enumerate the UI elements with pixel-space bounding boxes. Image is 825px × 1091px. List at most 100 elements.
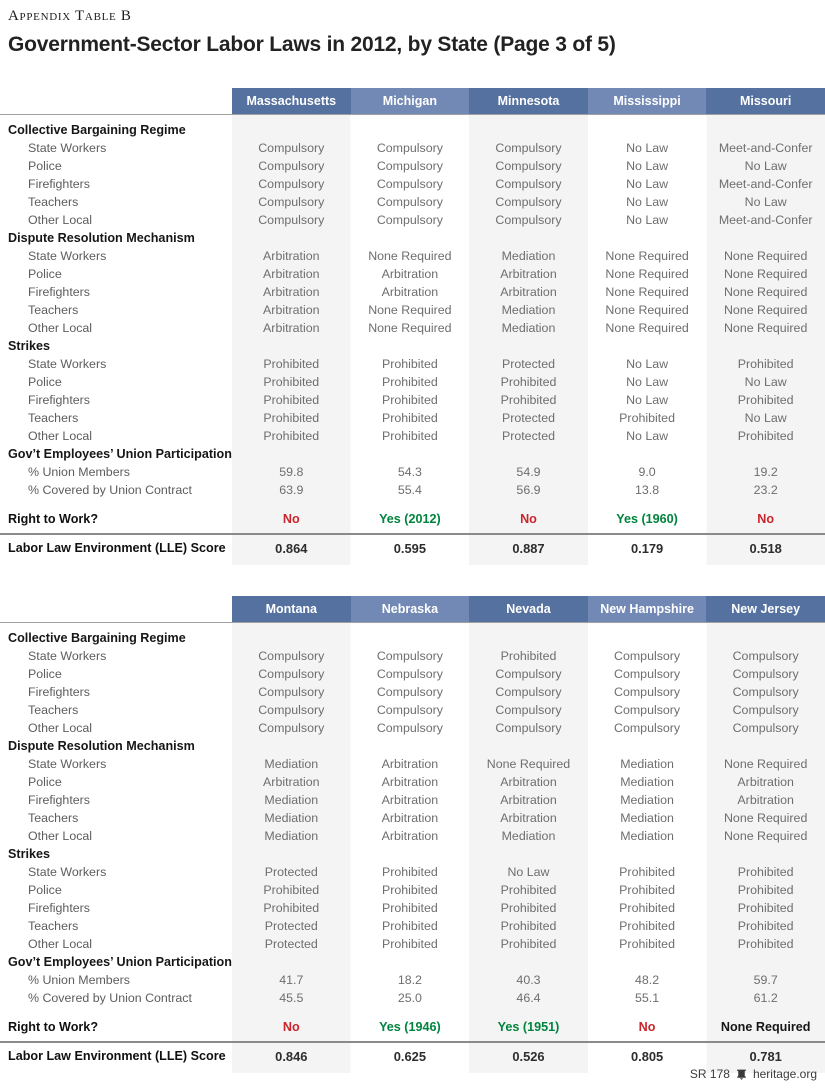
row-label: State Workers	[28, 757, 107, 771]
value-cell: Prohibited	[737, 357, 794, 371]
section-header-row: Dispute Resolution Mechanism	[0, 229, 825, 247]
value-cell: None Required	[723, 267, 808, 281]
value-cell: Prohibited	[381, 865, 438, 879]
value-cell: No Law	[626, 375, 669, 389]
lle-score-cell: 0.846	[275, 1048, 308, 1064]
value-cell: 18.2	[397, 973, 422, 987]
state-column-header: Michigan	[350, 88, 470, 114]
lle-score-row: Labor Law Environment (LLE) Score 0.846 0.…	[0, 1043, 825, 1069]
value-cell: Prohibited	[263, 375, 320, 389]
right-to-work-cell: No	[638, 1020, 656, 1034]
row-label: Other Local	[28, 213, 93, 227]
value-cell: Mediation	[620, 775, 674, 789]
section-label: Gov’t Employees’ Union Participation	[8, 955, 232, 969]
row-label: Teachers	[28, 703, 79, 717]
state-column-header: Mississippi	[587, 88, 707, 114]
value-cell: No Law	[626, 429, 669, 443]
row-label: Police	[28, 775, 62, 789]
value-cell: Prohibited	[500, 937, 557, 951]
score-divider	[0, 533, 825, 535]
value-cell: Protected	[264, 865, 318, 879]
value-cell: Prohibited	[737, 919, 794, 933]
section-header-row: Strikes	[0, 337, 825, 355]
table-row: % Union Members 59.8 54.3 54.9 9.0 19.2	[0, 463, 825, 481]
right-to-work-cell: No	[282, 1020, 300, 1034]
right-to-work-row: Right to Work? No Yes (1946) Yes (1951) No No…	[0, 1018, 825, 1036]
value-cell: Compulsory	[614, 649, 681, 663]
value-cell: Compulsory	[732, 703, 799, 717]
value-cell: Compulsory	[376, 177, 443, 191]
value-cell: 59.7	[753, 973, 778, 987]
state-column-header: Missouri	[706, 88, 825, 114]
value-cell: Compulsory	[376, 721, 443, 735]
value-cell: Prohibited	[500, 901, 557, 915]
value-cell: Arbitration	[263, 303, 320, 317]
table-row: Police Arbitration Arbitration Arbitration N…	[0, 265, 825, 283]
value-cell: 13.8	[635, 483, 660, 497]
value-cell: Mediation	[620, 793, 674, 807]
value-cell: Compulsory	[614, 721, 681, 735]
value-cell: Prohibited	[619, 919, 675, 933]
value-cell: None Required	[605, 267, 689, 281]
value-cell: Compulsory	[732, 667, 799, 681]
table-row: % Union Members 41.7 18.2 40.3 48.2 59.7	[0, 971, 825, 989]
value-cell: 56.9	[516, 483, 541, 497]
value-cell: Mediation	[264, 829, 319, 843]
value-cell: Compulsory	[376, 213, 443, 227]
value-cell: Mediation	[264, 793, 319, 807]
table-row: Firefighters Arbitration Arbitration Arbitr…	[0, 283, 825, 301]
value-cell: None Required	[723, 285, 808, 299]
value-cell: Compulsory	[495, 141, 562, 155]
value-cell: Compulsory	[495, 703, 562, 717]
table-row: State Workers Protected Prohibited No Law Pr…	[0, 863, 825, 881]
value-cell: 25.0	[397, 991, 422, 1005]
value-cell: Compulsory	[495, 195, 562, 209]
state-header-row: Montana Nebraska Nevada New Hampshire New Je…	[0, 596, 825, 623]
right-to-work-label: Right to Work?	[8, 512, 99, 526]
state-column-header: Nebraska	[350, 596, 470, 622]
value-cell: Prohibited	[263, 883, 320, 897]
section-header-row: Dispute Resolution Mechanism	[0, 737, 825, 755]
value-cell: Mediation	[264, 811, 319, 825]
row-label: Teachers	[28, 303, 79, 317]
value-cell: None Required	[723, 249, 808, 263]
value-cell: Prohibited	[500, 393, 557, 407]
section-label: Collective Bargaining Regime	[8, 123, 186, 137]
value-cell: Prohibited	[381, 919, 438, 933]
value-cell: Compulsory	[258, 721, 325, 735]
page-footer: SR 178 heritage.org	[690, 1067, 817, 1081]
value-cell: Arbitration	[737, 775, 794, 789]
value-cell: Prohibited	[381, 937, 438, 951]
site-label: heritage.org	[752, 1067, 817, 1081]
value-cell: No Law	[744, 195, 787, 209]
lle-score-cell: 0.179	[630, 540, 664, 556]
value-cell: Prohibited	[619, 883, 675, 897]
value-cell: Prohibited	[381, 393, 438, 407]
value-cell: Compulsory	[376, 195, 443, 209]
value-cell: Compulsory	[258, 703, 325, 717]
row-label: State Workers	[28, 357, 107, 371]
value-cell: Prohibited	[619, 865, 675, 879]
table-row: Other Local Arbitration None Required Media…	[0, 319, 825, 337]
value-cell: Prohibited	[500, 375, 557, 389]
value-cell: Compulsory	[258, 141, 325, 155]
value-cell: No Law	[626, 195, 669, 209]
table-row: Other Local Compulsory Compulsory Compulsor…	[0, 211, 825, 229]
row-label: Other Local	[28, 829, 93, 843]
lle-score-cell: 0.805	[630, 1048, 664, 1064]
value-cell: Arbitration	[500, 285, 557, 299]
state-header-row: Massachusetts Michigan Minnesota Mississipp…	[0, 88, 825, 115]
value-cell: Mediation	[620, 829, 674, 843]
row-label: Other Local	[28, 937, 93, 951]
value-cell: Compulsory	[614, 685, 681, 699]
section-header-row: Strikes	[0, 845, 825, 863]
value-cell: No Law	[744, 411, 787, 425]
row-label: Teachers	[28, 411, 79, 425]
value-cell: 45.5	[279, 991, 304, 1005]
row-label: State Workers	[28, 249, 107, 263]
right-to-work-cell: No	[520, 512, 537, 526]
value-cell: Mediation	[501, 321, 556, 335]
lle-score-cell: 0.595	[393, 540, 427, 556]
value-cell: Arbitration	[381, 267, 439, 281]
value-cell: Arbitration	[500, 267, 557, 281]
